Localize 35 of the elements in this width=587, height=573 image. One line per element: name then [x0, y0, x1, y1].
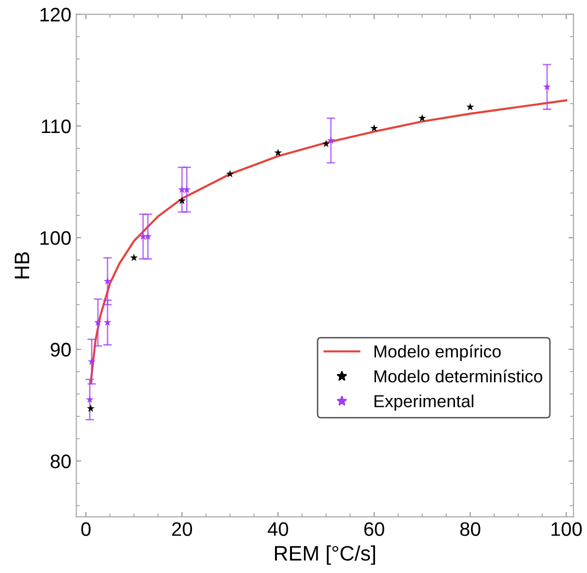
point	[104, 277, 112, 285]
legend-label: Modelo empírico	[374, 344, 501, 362]
y-tick-label: 90	[50, 342, 71, 357]
x-tick-label: 0	[81, 522, 91, 536]
point	[104, 318, 112, 326]
point	[370, 124, 378, 132]
point	[86, 404, 95, 412]
point	[178, 196, 186, 204]
point	[86, 395, 94, 403]
point	[466, 102, 474, 110]
x-tick-label: 60	[364, 522, 384, 536]
point	[94, 318, 102, 326]
y-tick-label: 80	[50, 454, 71, 468]
point	[88, 358, 96, 365]
x-axis-title: REM [°C/s]	[274, 545, 376, 565]
point	[418, 114, 426, 122]
x-tick-label: 40	[268, 522, 288, 536]
point	[543, 82, 551, 90]
legend-label: Experimental	[374, 394, 474, 411]
legend-label: Modelo determinístico	[374, 370, 542, 382]
point	[130, 254, 138, 262]
point	[274, 148, 282, 156]
line-series	[90, 99, 568, 384]
point	[144, 232, 152, 240]
y-tick-label: 100	[40, 231, 71, 245]
y-axis-title: HB	[14, 252, 30, 278]
y-tick-label: 110	[42, 119, 71, 134]
point	[322, 140, 330, 148]
x-tick-label: 100	[552, 522, 582, 536]
x-tick-label: 20	[172, 522, 192, 536]
y-tick-label: 120	[40, 8, 71, 22]
x-tick-label: 80	[460, 522, 480, 536]
point	[226, 170, 234, 178]
point	[182, 186, 191, 193]
point	[327, 136, 335, 144]
